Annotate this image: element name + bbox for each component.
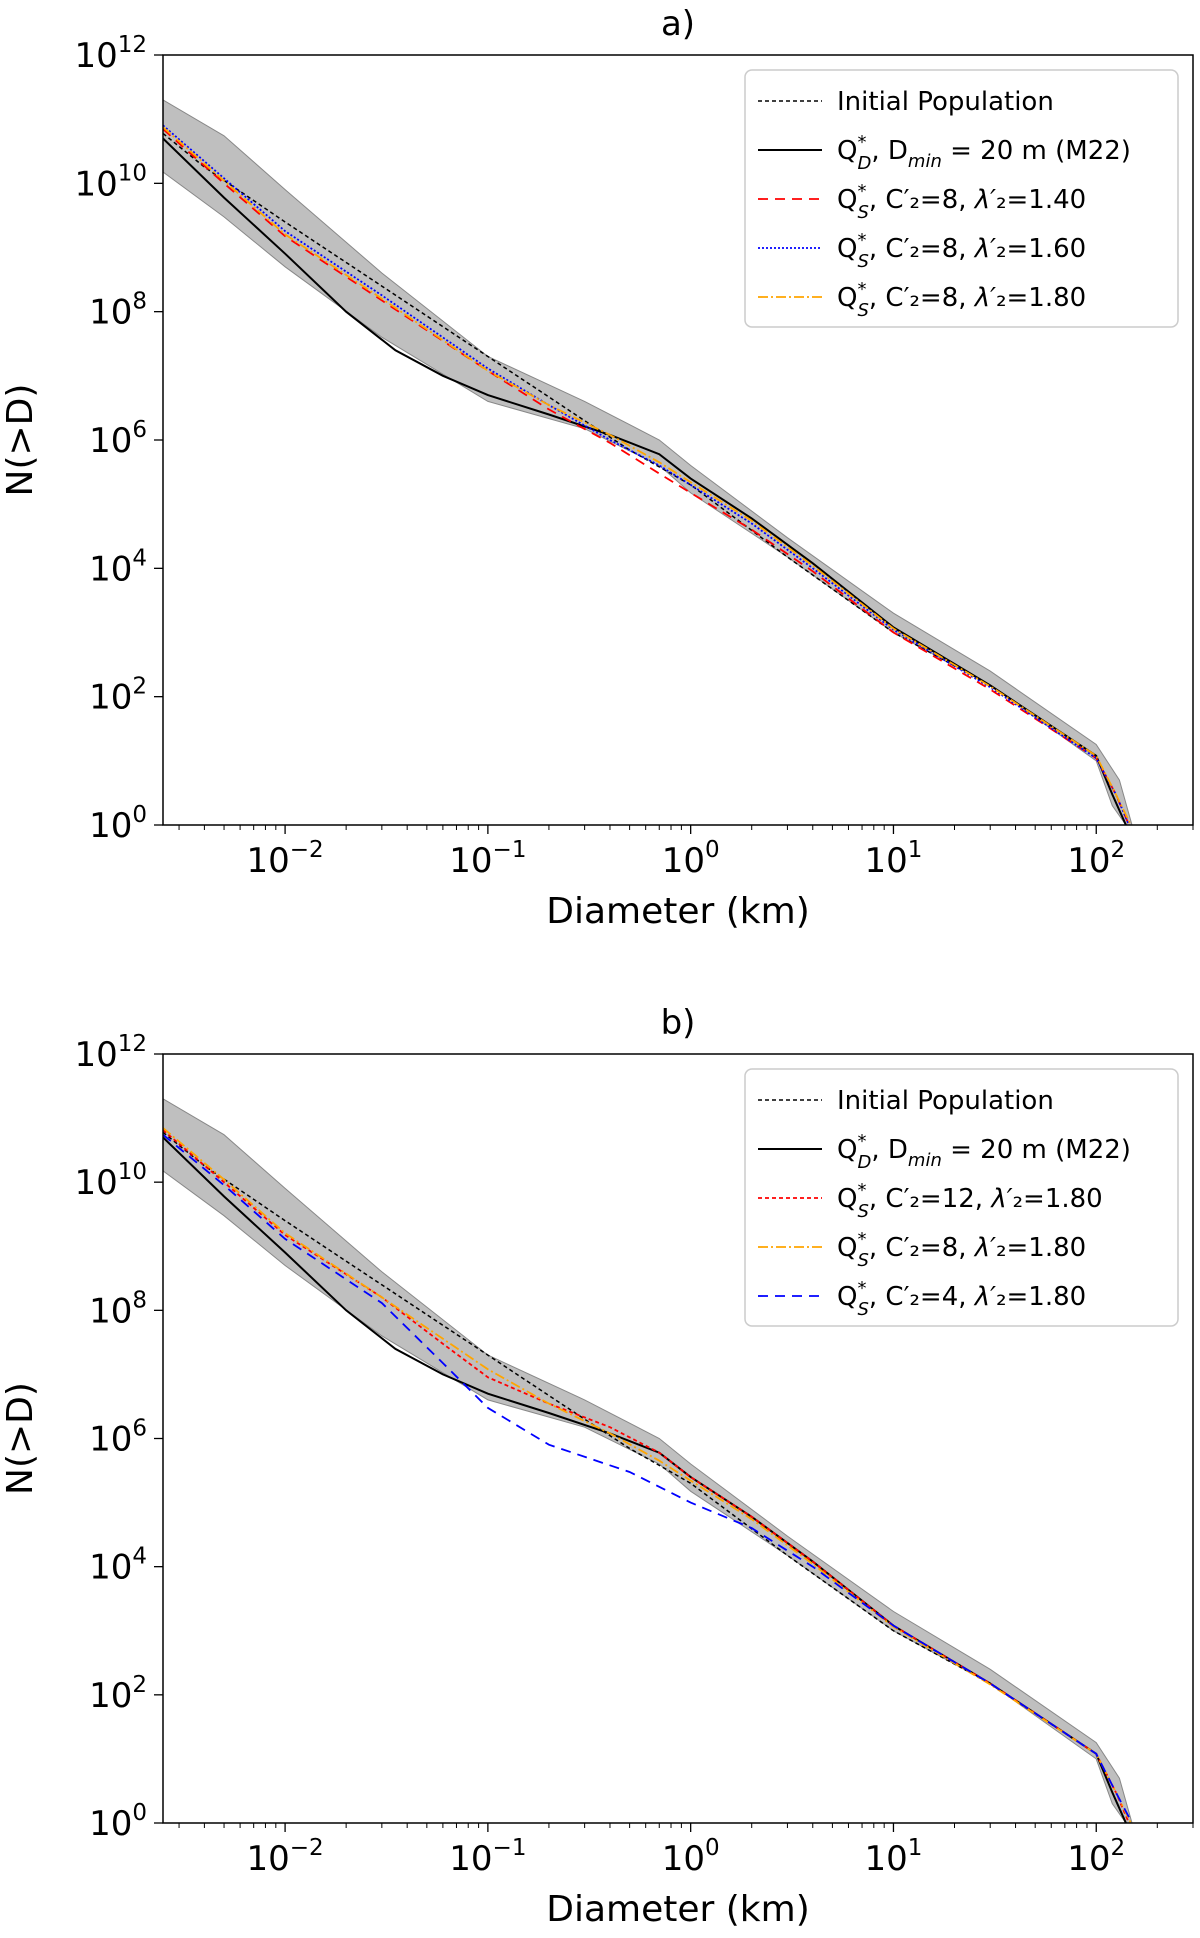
legend-entry-1: Q* D, Dmin = 20 m (M22) (837, 1131, 1131, 1173)
y-tick-label: 102 (89, 674, 147, 718)
chart-title: b) (661, 1003, 696, 1043)
x-tick-label: 10−2 (247, 1835, 324, 1879)
series-line-3 (163, 124, 1130, 825)
legend-box (744, 1068, 1179, 1327)
y-tick-label: 102 (89, 1672, 147, 1716)
y-tick-label: 1012 (74, 32, 147, 76)
legend-entry-0: Initial Population (837, 1086, 1054, 1116)
y-axis-label: N(>D) (0, 1382, 41, 1495)
legend-entry-3: Q* S, C′₂=8, λ′₂=1.80 (837, 1229, 1086, 1271)
y-tick-label: 100 (89, 802, 147, 846)
y-tick-label: 100 (89, 1800, 147, 1844)
y-tick-label: 108 (89, 289, 147, 333)
legend-entry-2: Q* S, C′₂=8, λ′₂=1.40 (837, 181, 1086, 223)
legend-box (744, 69, 1179, 328)
chart-title: a) (661, 4, 695, 44)
legend-entry-3: Q* S, C′₂=8, λ′₂=1.60 (837, 230, 1086, 272)
chart-panel-a: 10−2 10−1 100 101 102 100 102 104 106 108 1010 1012… (0, 4, 1194, 932)
x-tick-label: 101 (865, 1835, 923, 1879)
y-tick-label: 1010 (74, 1159, 147, 1203)
y-tick-label: 106 (89, 417, 147, 461)
y-tick-label: 104 (89, 1544, 147, 1588)
series-line-3 (163, 1127, 1132, 1823)
x-tick-label: 102 (1067, 1835, 1125, 1879)
y-tick-label: 1010 (74, 160, 147, 204)
x-tick-label: 101 (865, 837, 923, 881)
x-axis-label: Diameter (km) (546, 891, 810, 932)
x-tick-label: 102 (1067, 837, 1125, 881)
legend-entry-0: Initial Population (837, 87, 1054, 117)
legend-entry-4: Q* S, C′₂=4, λ′₂=1.80 (837, 1278, 1086, 1320)
x-tick-label: 10−1 (449, 1835, 526, 1879)
y-tick-label: 104 (89, 545, 147, 589)
y-axis-label: N(>D) (0, 384, 41, 497)
chart-panel-b: 10−2 10−1 100 101 102 100 102 104 106 108 1010 1012… (0, 1003, 1194, 1930)
y-tick-label: 108 (89, 1287, 147, 1331)
x-tick-label: 100 (662, 1835, 720, 1879)
legend-entry-2: Q* S, C′₂=12, λ′₂=1.80 (837, 1180, 1103, 1222)
y-tick-label: 1012 (74, 1031, 147, 1075)
x-tick-label: 10−2 (247, 837, 324, 881)
series-line-4 (163, 126, 1132, 825)
y-tick-label: 106 (89, 1416, 147, 1460)
legend: Initial Population Q* D, Dmin = 20 m (M22)… (744, 1068, 1179, 1327)
legend: Initial Population Q* D, Dmin = 20 m (M22)… (744, 69, 1179, 328)
series-line-4 (163, 1134, 1133, 1823)
legend-entry-1: Q* D, Dmin = 20 m (M22) (837, 132, 1131, 174)
legend-entry-4: Q* S, C′₂=8, λ′₂=1.80 (837, 279, 1086, 321)
x-tick-label: 100 (662, 837, 720, 881)
x-tick-label: 10−1 (449, 837, 526, 881)
x-axis-label: Diameter (km) (546, 1889, 810, 1930)
series-line-2 (163, 1129, 1130, 1823)
